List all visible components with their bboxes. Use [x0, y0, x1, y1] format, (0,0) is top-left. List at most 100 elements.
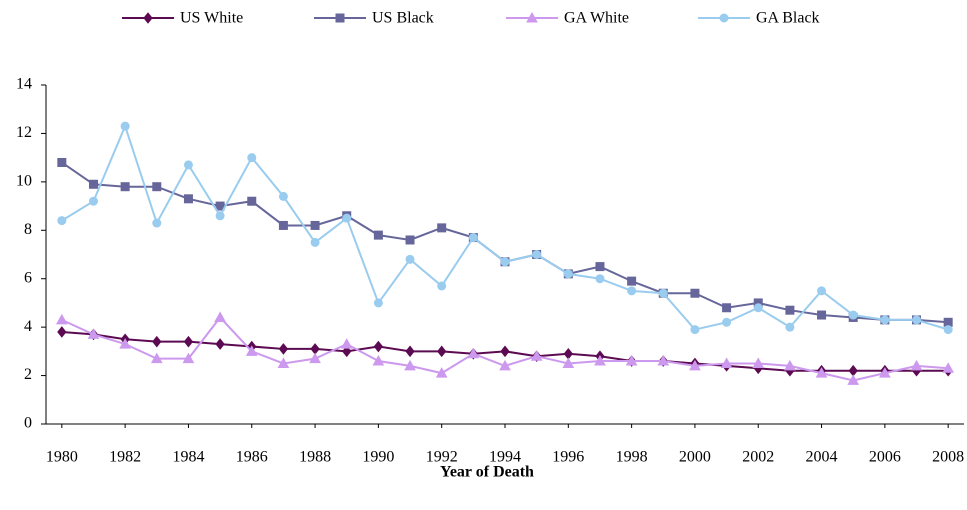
data-point [373, 230, 383, 240]
data-point [119, 338, 131, 349]
data-point [943, 325, 953, 335]
data-point [942, 362, 955, 373]
x-tick-label: 2006 [869, 449, 901, 466]
x-tick-label: 1992 [426, 449, 458, 466]
data-point [245, 345, 258, 356]
series-line [61, 123, 949, 331]
legend-marker [719, 13, 729, 23]
y-tick-label: 14 [16, 76, 32, 93]
data-point [690, 325, 700, 335]
data-point [88, 196, 98, 206]
data-point [752, 357, 765, 368]
data-point [658, 288, 668, 298]
data-point [310, 343, 320, 355]
data-point [247, 153, 257, 163]
data-point [405, 254, 415, 264]
data-point [437, 281, 447, 291]
legend-marker [335, 13, 345, 23]
data-point [437, 223, 447, 233]
data-point [690, 288, 700, 298]
data-point [912, 315, 922, 325]
data-point [214, 311, 226, 322]
x-tick-label: 1980 [46, 449, 78, 466]
data-point [405, 235, 415, 245]
data-point [500, 257, 510, 267]
data-point [879, 367, 891, 378]
y-tick-label: 2 [24, 366, 32, 383]
legend-label: US White [180, 10, 243, 27]
data-point [342, 345, 352, 358]
data-point [215, 201, 225, 211]
data-point [815, 367, 828, 378]
y-tick-label: 12 [16, 124, 32, 141]
data-point [817, 310, 827, 320]
x-tick-label: 2004 [806, 449, 838, 466]
data-point [562, 357, 575, 368]
x-axis-label: Year of Death [440, 464, 534, 481]
y-tick-label: 8 [24, 221, 32, 238]
data-point [722, 303, 732, 313]
data-point [848, 364, 858, 377]
data-point [120, 121, 130, 131]
x-tick-label: 1982 [109, 449, 141, 466]
data-point [437, 345, 447, 358]
y-tick-label: 10 [16, 173, 32, 190]
data-point [247, 196, 257, 206]
data-point [594, 355, 606, 366]
data-point [310, 237, 320, 247]
data-point [910, 359, 923, 371]
legend-marker [143, 12, 153, 24]
data-point [215, 211, 225, 221]
legend-marker [526, 11, 538, 23]
data-point [625, 355, 638, 366]
data-point [310, 220, 320, 230]
data-point [278, 220, 288, 230]
data-point [784, 359, 796, 371]
data-point [182, 352, 195, 364]
x-tick-label: 2000 [679, 449, 711, 466]
data-point [595, 262, 605, 272]
data-point [817, 286, 827, 296]
data-point [563, 269, 573, 279]
data-point [340, 338, 353, 349]
data-point [183, 160, 193, 170]
data-point [57, 326, 67, 338]
data-point [657, 355, 670, 366]
data-point [277, 357, 290, 368]
y-tick-label: 6 [24, 269, 32, 286]
data-point [88, 179, 98, 189]
y-tick-label: 0 [24, 415, 32, 432]
data-point [785, 305, 795, 315]
data-point [848, 310, 858, 320]
legend-label: GA Black [756, 10, 820, 27]
data-point [342, 213, 352, 223]
x-tick-label: 1984 [172, 449, 204, 466]
data-point [847, 374, 860, 385]
data-point [595, 274, 605, 284]
data-point [720, 357, 733, 368]
data-point [627, 286, 637, 296]
data-point [467, 347, 480, 359]
data-point [530, 350, 543, 361]
data-point [532, 250, 542, 259]
data-point [785, 322, 795, 332]
legend-label: GA White [564, 10, 629, 27]
data-point [405, 345, 415, 358]
data-point [183, 194, 193, 204]
data-point [152, 218, 162, 228]
data-point [150, 352, 163, 364]
x-tick-label: 1988 [299, 449, 331, 466]
data-point [183, 335, 194, 348]
data-point [563, 347, 573, 360]
data-point [722, 317, 732, 327]
data-point [278, 191, 288, 201]
data-point [152, 335, 162, 348]
x-tick-label: 1990 [362, 449, 394, 466]
data-point [57, 157, 67, 167]
data-point [55, 313, 68, 325]
data-point [373, 298, 383, 308]
x-tick-label: 2008 [932, 449, 964, 466]
data-point [435, 367, 448, 378]
legend-label: US Black [372, 10, 434, 27]
data-point [278, 343, 289, 355]
